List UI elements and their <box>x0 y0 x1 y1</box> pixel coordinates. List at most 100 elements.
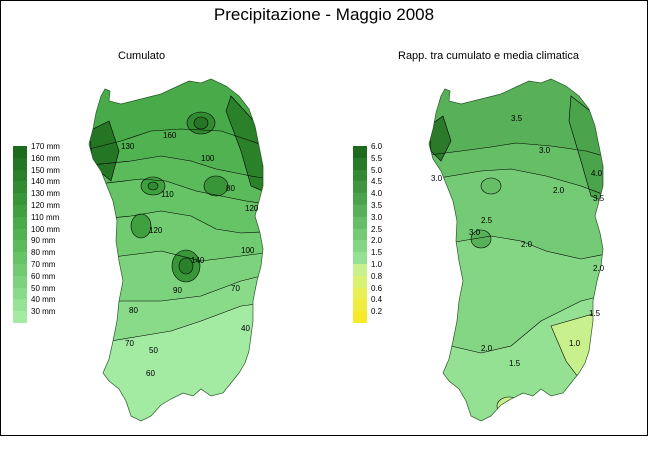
right-legend-row: 2.5 <box>353 225 433 241</box>
right-legend-swatch <box>353 157 367 170</box>
left-legend-label: 80 mm <box>31 248 56 258</box>
figure-title: Precipitazione - Maggio 2008 <box>213 5 435 24</box>
left-legend-label: 30 mm <box>31 307 56 317</box>
contour-label: 2.5 <box>481 216 493 225</box>
right-legend-row: 3.5 <box>353 201 433 217</box>
right-legend-label: 0.8 <box>371 271 383 281</box>
right-contours <box>429 95 603 416</box>
left-legend-swatch <box>13 146 27 158</box>
right-legend-swatch <box>353 228 367 241</box>
contour-label: 50 <box>149 346 158 355</box>
contour-label: 2.0 <box>553 186 565 195</box>
right-legend-label: 3.0 <box>371 212 383 222</box>
right-map-fill <box>429 79 603 421</box>
left-map: 160 100 80 110 130 120 140 90 100 70 80 … <box>88 78 264 422</box>
right-legend-swatch <box>353 240 367 253</box>
contour-label: 1.5 <box>589 309 601 318</box>
contour-label: 110 <box>161 190 174 199</box>
right-legend-row: 4.5 <box>353 177 433 194</box>
contour-label: 60 <box>146 369 155 378</box>
left-legend-swatch <box>13 263 27 276</box>
right-legend-row: 5.5 <box>353 154 433 170</box>
right-legend-swatch <box>353 287 367 300</box>
right-map: 3.5 3.0 2.0 3.0 4.0 3.5 2.5 3.0 2.0 2.0 … <box>428 78 605 422</box>
left-contours <box>89 95 263 342</box>
right-legend-label: 4.5 <box>371 177 383 187</box>
left-legend-label: 100 mm <box>31 224 60 234</box>
left-legend-swatch <box>13 204 27 217</box>
contour-label: 80 <box>129 306 138 315</box>
left-legend-label: 110 mm <box>31 212 60 222</box>
contour-label: 160 <box>163 131 177 140</box>
right-legend-swatch <box>353 263 367 276</box>
contour-label: 70 <box>125 339 134 348</box>
contour-label: 140 <box>191 256 205 265</box>
contour-label: 2.0 <box>593 264 605 273</box>
right-legend-row: 4.0 <box>353 189 433 205</box>
left-legend-row: 30 mm <box>13 307 93 323</box>
left-legend-row: 100 mm <box>13 225 93 241</box>
left-legend-swatch <box>13 193 27 205</box>
right-legend-swatch <box>353 146 367 158</box>
left-legend-row: 150 mm <box>13 166 93 182</box>
right-legend-label: 1.0 <box>371 259 383 269</box>
right-legend-swatch <box>353 181 367 194</box>
right-legend-row: 3.0 <box>353 213 433 229</box>
left-legend-swatch <box>13 275 27 288</box>
right-legend-row: 0.2 <box>353 307 433 323</box>
left-legend-label: 70 mm <box>31 259 56 269</box>
left-legend-label: 90 mm <box>31 236 56 246</box>
right-legend-swatch <box>353 193 367 205</box>
left-legend-swatch <box>13 181 27 194</box>
right-legend-row: 1.5 <box>353 248 433 264</box>
right-legend-row: 0.8 <box>353 272 433 288</box>
left-legend-label: 150 mm <box>31 165 60 175</box>
right-legend-label: 3.5 <box>371 200 383 210</box>
left-legend-row: 170 mm <box>13 142 93 158</box>
right-legend-swatch <box>353 204 367 217</box>
figure-frame: Precipitazione - Maggio 2008 Cumulato Ra… <box>0 0 648 436</box>
right-legend-row: 2.0 <box>353 236 433 253</box>
left-legend-row: 90 mm <box>13 236 93 253</box>
contour-label: 3.5 <box>511 114 523 123</box>
right-legend-label: 0.2 <box>371 307 383 317</box>
right-legend-row: 5.0 <box>353 166 433 182</box>
right-legend-label: 4.0 <box>371 189 383 199</box>
left-panel-title: Cumulato <box>118 50 166 62</box>
left-legend-swatch <box>13 157 27 170</box>
left-legend-swatch <box>13 299 27 312</box>
right-legend-row: 0.6 <box>353 284 433 300</box>
left-legend-label: 120 mm <box>31 200 60 210</box>
contour-label: 1.5 <box>509 359 521 368</box>
right-panel-title: Rapp. tra cumulato e media climatica <box>398 50 579 62</box>
contour-label: 3.0 <box>469 228 481 237</box>
right-legend-label: 5.0 <box>371 165 383 175</box>
left-legend-row: 50 mm <box>13 284 93 300</box>
left-legend-row: 120 mm <box>13 201 93 217</box>
left-legend-row: 80 mm <box>13 248 93 264</box>
right-legend-swatch <box>353 216 367 229</box>
left-legend-label: 60 mm <box>31 271 56 281</box>
left-legend-row: 60 mm <box>13 272 93 288</box>
contour-label: 3.5 <box>593 194 605 203</box>
contour-label: 4.0 <box>591 169 603 178</box>
contour-label: 120 <box>149 226 163 235</box>
contour-label: 100 <box>241 246 255 255</box>
left-legend-swatch <box>13 240 27 253</box>
left-legend-label: 50 mm <box>31 283 56 293</box>
right-legend-label: 0.6 <box>371 283 383 293</box>
contour-label: 130 <box>121 142 135 151</box>
right-legend-label: 5.5 <box>371 153 383 163</box>
left-legend-label: 130 mm <box>31 189 60 199</box>
left-legend-label: 140 mm <box>31 177 60 187</box>
left-legend-swatch <box>13 287 27 300</box>
contour-label: 3.0 <box>539 146 551 155</box>
left-legend-swatch <box>13 216 27 229</box>
right-legend-label: 0.4 <box>371 295 383 305</box>
contour-label: 120 <box>245 204 259 213</box>
left-legend-label: 170 mm <box>31 142 60 151</box>
right-legend-row: 0.4 <box>353 295 433 312</box>
contour-label: 2.0 <box>521 240 533 249</box>
left-legend-swatch <box>13 252 27 264</box>
right-legend-label: 2.5 <box>371 224 383 234</box>
